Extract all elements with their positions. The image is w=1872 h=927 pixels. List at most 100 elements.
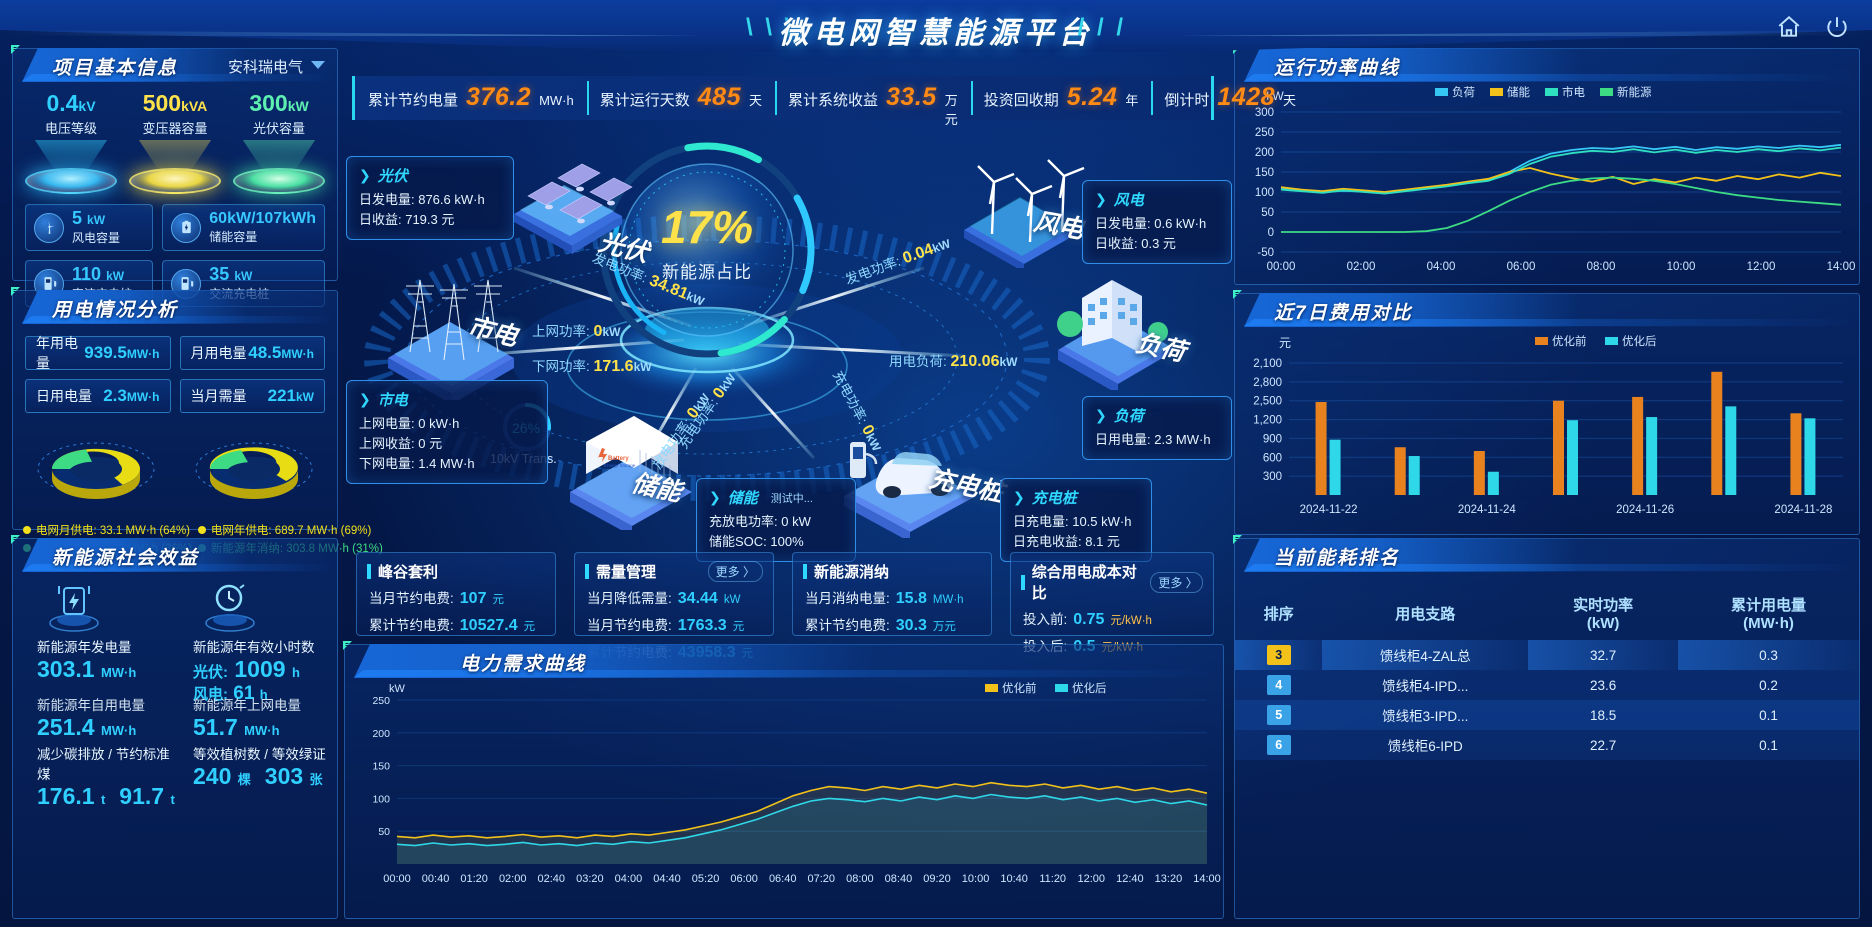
- flow-label-load: 用电负荷: 210.06kW: [889, 350, 1017, 371]
- chevron-right-icon: ❯: [359, 167, 371, 183]
- svg-text:市电: 市电: [1562, 85, 1585, 99]
- table-row[interactable]: 3 馈线柜4-ZAL总 32.7 0.3: [1235, 640, 1859, 670]
- metric-card-title: 需量管理: [596, 564, 657, 581]
- col-realtime-power: 实时功率 (kW): [1573, 597, 1634, 632]
- rank-cell: 3: [1235, 640, 1323, 670]
- panel-header: 近7日费用对比: [1233, 290, 1859, 327]
- svg-text:2024-11-26: 2024-11-26: [1616, 504, 1674, 516]
- svg-text:250: 250: [372, 695, 390, 707]
- social-unit: h: [291, 665, 300, 680]
- svg-text:100: 100: [372, 793, 390, 805]
- donut-chart-monthly-supply: [37, 442, 155, 499]
- gauge-label: 光伏容量: [252, 121, 305, 136]
- social-alt-value: 240: [193, 763, 232, 789]
- gauge-value: 0.4: [46, 90, 79, 116]
- metric-label: 累计节约电费:: [369, 618, 454, 633]
- svg-text:04:40: 04:40: [653, 873, 681, 885]
- more-button[interactable]: 更多 〉: [707, 561, 763, 582]
- accent-bar: [803, 564, 807, 579]
- flow-unit: kW: [602, 325, 621, 339]
- table-row[interactable]: 6 馈线柜6-IPD 22.7 0.1: [1235, 730, 1859, 760]
- social-benefit-grid-2: 新能源年自用电量 251.4 MW·h 减少碳排放 / 节约标准煤 176.1 …: [13, 692, 337, 809]
- panel-project-basic-info: 项目基本信息 安科瑞电气 0.4kV 电压等级 500kVA 变压器容量 300…: [11, 45, 338, 307]
- svg-text:12:00: 12:00: [1078, 873, 1106, 885]
- gauge-unit: kW: [287, 98, 309, 114]
- social-item-annual-generation: 新能源年发电量 303.1 MW·h: [19, 580, 175, 692]
- table-header-row: 排序 用电支路 实时功率 (kW) 累计用电量 (MW·h): [1235, 586, 1859, 640]
- iso-load-building: [1034, 250, 1194, 395]
- svg-text:优化前: 优化前: [1552, 334, 1587, 348]
- social-item-effective-hours: 新能源年有效小时数 光伏: 1009 h 风电: 61 h: [175, 580, 331, 704]
- power-icon[interactable]: [1824, 14, 1850, 45]
- accent-bar: [367, 564, 371, 579]
- svg-text:02:00: 02:00: [499, 873, 527, 885]
- table-row[interactable]: 4 馈线柜4-IPD... 23.6 0.2: [1235, 670, 1859, 700]
- social-alt-label: 等效植树数 / 等效绿证: [193, 747, 326, 762]
- svg-text:优化前: 优化前: [1002, 681, 1037, 695]
- cost-comparison-chart: 元 300 600 900 1,200 2,500 2,800 2,100 2024-11-22…: [1235, 327, 1859, 535]
- svg-text:50: 50: [1261, 207, 1274, 219]
- node-card-line: 上网收益: 0 元: [359, 436, 443, 452]
- node-card-grid: ❯ 市电 上网电量: 0 kW·h 上网收益: 0 元 下网电量: 1.4 MW·…: [346, 380, 548, 485]
- svg-text:2024-11-28: 2024-11-28: [1774, 504, 1832, 516]
- iso-ev-charger: [814, 398, 1014, 543]
- gauge-beam: [34, 140, 108, 174]
- social-value: 61: [233, 683, 255, 704]
- node-card-title: 风电: [1113, 192, 1144, 209]
- usage-unit: MW·h: [126, 347, 160, 361]
- svg-text:负荷: 负荷: [1452, 85, 1475, 99]
- node-card-title: 充电桩: [1031, 490, 1077, 507]
- metric-label: 当月节约电费:: [587, 618, 672, 633]
- col-total-energy: 累计用电量 (MW·h): [1731, 597, 1807, 632]
- legend-item-grid-monthly: 电网月供电: 33.1 MW·h (64%): [23, 522, 192, 538]
- social-value: 303.1: [37, 656, 95, 682]
- metric-unit: kW: [723, 594, 741, 606]
- svg-text:06:40: 06:40: [769, 873, 797, 885]
- company-selector-label[interactable]: 安科瑞电气: [227, 59, 303, 76]
- panel-header: 用电情况分析: [11, 287, 337, 324]
- social-value: 1009: [234, 656, 286, 682]
- branch-name: 馈线柜6-IPD: [1322, 730, 1529, 760]
- panel-title: 当前能耗排名: [1274, 548, 1401, 569]
- svg-text:12:00: 12:00: [1747, 261, 1776, 273]
- total-energy: 0.2: [1678, 670, 1859, 700]
- panel-header: 运行功率曲线: [1233, 45, 1859, 82]
- gauge-label: 变压器容量: [142, 121, 208, 136]
- page-title: 微电网智慧能源平台: [778, 17, 1094, 50]
- panel-demand-curve: 电力需求曲线 kW 50 100 150 200 250 00:00 00:40 01:20 02…: [343, 641, 1224, 919]
- stat-value: 485: [697, 83, 741, 111]
- gauge-beam: [242, 140, 316, 174]
- svg-text:08:40: 08:40: [885, 873, 913, 885]
- chevron-right-icon: ❯: [709, 489, 721, 505]
- svg-text:2024-11-22: 2024-11-22: [1300, 504, 1358, 516]
- panel-cost-comparison: 近7日费用对比 元 300 600 900 1,200 2,500 2,800 2,100 20…: [1233, 290, 1860, 535]
- svg-text:200: 200: [372, 728, 390, 740]
- metric-label: 当月降低需量:: [587, 591, 672, 606]
- metric-label: 累计节约电费:: [805, 618, 890, 633]
- flow-value: 171.6: [593, 358, 634, 375]
- stat-value: 1428: [1217, 83, 1276, 111]
- col-branch: 用电支路: [1395, 605, 1456, 623]
- metric-unit: 元: [732, 621, 745, 633]
- table-row[interactable]: 5 馈线柜3-IPD... 18.5 0.1: [1235, 700, 1859, 730]
- svg-text:2024-11-24: 2024-11-24: [1458, 504, 1517, 516]
- more-button[interactable]: 更多 〉: [1150, 571, 1203, 593]
- svg-text:02:40: 02:40: [538, 873, 566, 885]
- kpi-label: 风电容量: [72, 231, 121, 245]
- kpi-value: 35: [209, 264, 230, 285]
- svg-text:00:00: 00:00: [383, 873, 411, 885]
- node-card-line: 充放电功率: 0 kW: [709, 514, 811, 529]
- metric-card-new-energy-consumption: 新能源消纳 当月消纳电量: 15.8 MW·h 累计节约电费: 30.3 万元: [792, 552, 992, 636]
- social-alt-value: 303: [264, 763, 304, 789]
- panel-title: 新能源社会效益: [52, 548, 200, 569]
- panel-usage-analysis: 用电情况分析 年用电量 939.5MW·h 月用电量 48.5MW·h 日用电量 2.…: [11, 287, 383, 555]
- chevron-down-icon[interactable]: [311, 61, 325, 69]
- social-label: 新能源年上网电量: [193, 698, 301, 713]
- svg-text:100: 100: [1255, 187, 1274, 199]
- social-label: 新能源年有效小时数: [193, 640, 315, 655]
- svg-text:02:00: 02:00: [1347, 261, 1376, 273]
- gauge-pv-capacity: 300kW 光伏容量: [229, 90, 329, 194]
- flow-label-grid-export: 上网功率: 0kW: [532, 320, 620, 341]
- home-icon[interactable]: [1776, 14, 1802, 45]
